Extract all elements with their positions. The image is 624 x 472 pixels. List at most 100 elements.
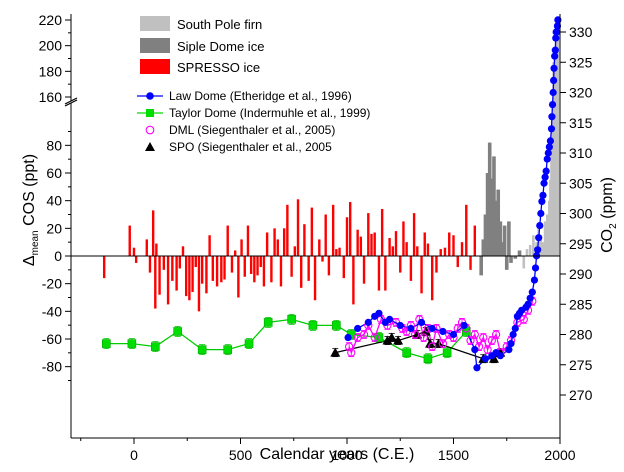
- spresso-bar: [460, 242, 464, 256]
- siple-dome-bar: [509, 256, 513, 263]
- y-left-tick-label: -40: [42, 303, 62, 319]
- spresso-bar: [300, 256, 303, 288]
- siple-dome-bar: [494, 200, 498, 256]
- law-dome-point: [534, 246, 542, 254]
- spresso-bar: [128, 225, 131, 256]
- taylor-dome-point: [374, 333, 384, 342]
- taylor-dome-point: [244, 339, 254, 348]
- y-right-tick-label: 325: [569, 54, 593, 70]
- y-left-tick-label: -80: [42, 359, 62, 375]
- dml-point: [519, 315, 528, 324]
- law-dome-point: [546, 137, 555, 145]
- law-dome-point: [364, 318, 372, 326]
- law-dome-point: [509, 330, 517, 339]
- spresso-bar: [286, 204, 289, 256]
- spresso-bar: [276, 239, 279, 256]
- spresso-bar: [270, 256, 273, 283]
- spresso-bar: [443, 247, 447, 256]
- law-dome-point: [407, 324, 415, 333]
- y-right-tick-label: 285: [569, 296, 593, 312]
- law-dome-point: [548, 101, 557, 109]
- spresso-bar: [412, 213, 416, 256]
- spresso-bar: [293, 246, 297, 256]
- legend-bar-label: SPRESSO ice: [177, 60, 260, 75]
- spresso-bar: [230, 256, 234, 273]
- law-dome-point: [551, 46, 559, 54]
- law-dome-point: [536, 222, 544, 230]
- spresso-bar: [448, 232, 451, 256]
- law-dome-point: [544, 149, 552, 157]
- spresso-bar: [240, 239, 243, 256]
- south-pole-firn-bar: [532, 235, 535, 256]
- siple-dome-bar: [485, 173, 490, 256]
- siple-dome-bar: [498, 221, 503, 256]
- siple-dome-bar: [513, 256, 518, 259]
- spresso-bar: [345, 217, 349, 256]
- spresso-bar: [377, 256, 381, 291]
- south-pole-firn-bar: [528, 244, 532, 256]
- legend-marker-spo: [145, 142, 155, 151]
- dml-point: [470, 330, 479, 339]
- taylor-dome-point: [263, 318, 273, 327]
- dml-point: [411, 330, 420, 339]
- spresso-bar: [246, 225, 250, 256]
- dml-point: [487, 336, 496, 345]
- spresso-bar: [452, 235, 455, 256]
- legend-bar-swatch: [140, 16, 170, 31]
- y-axis-left-title: Δmean COS (ppt): [21, 154, 41, 266]
- law-dome-point: [528, 288, 536, 296]
- y-left-upper-tick-label: 220: [39, 12, 63, 28]
- law-dome-point: [344, 333, 352, 342]
- spresso-bar: [370, 233, 373, 256]
- law-dome-point: [439, 327, 447, 336]
- spresso-bar: [388, 238, 391, 256]
- spresso-bar: [256, 256, 259, 276]
- y-axis-right-title: CO2 (ppm): [599, 177, 619, 253]
- taylor-dome-point: [223, 345, 233, 354]
- law-dome-point: [449, 330, 458, 339]
- siple-dome-bar: [502, 225, 507, 256]
- law-dome-point: [530, 276, 539, 284]
- siple-dome-bar: [479, 256, 483, 276]
- spresso-bar: [273, 228, 276, 256]
- spresso-bar: [290, 256, 293, 277]
- law-dome-point: [550, 76, 558, 84]
- law-dome-point: [542, 167, 550, 175]
- spresso-bar: [362, 256, 366, 284]
- siple-dome-bar: [500, 242, 505, 256]
- spo-point: [393, 335, 404, 345]
- taylor-dome-point: [423, 354, 433, 364]
- spresso-bar: [200, 256, 204, 284]
- dml-point: [466, 336, 475, 345]
- spresso-bar: [154, 256, 157, 309]
- spresso-bar: [249, 256, 253, 274]
- spresso-bar: [151, 210, 155, 256]
- spresso-bar: [253, 256, 256, 283]
- y-right-tick-label: 270: [569, 387, 593, 403]
- y-left-tick-label: 60: [46, 165, 62, 181]
- spresso-bar: [134, 256, 138, 263]
- taylor-dome-point: [173, 327, 182, 336]
- spresso-bar: [233, 250, 237, 256]
- siple-dome-bar: [481, 239, 486, 256]
- spresso-bar: [197, 256, 201, 312]
- law-dome-point: [552, 34, 560, 42]
- legend-marker-law-dome: [146, 92, 154, 100]
- spresso-bar: [181, 246, 185, 256]
- spresso-bar: [205, 256, 208, 294]
- y-right-tick-label: 310: [569, 145, 593, 161]
- dml-point: [419, 333, 428, 342]
- taylor-dome-point: [332, 321, 341, 330]
- spresso-bar: [307, 256, 310, 281]
- law-dome-point: [537, 209, 545, 218]
- dml-point: [483, 345, 492, 354]
- law-dome-point: [531, 264, 540, 272]
- law-dome-point: [471, 346, 479, 354]
- taylor-dome-point: [151, 342, 160, 351]
- law-dome-point: [548, 113, 556, 121]
- spresso-bar: [184, 256, 188, 297]
- x-tick-label: 2000: [544, 447, 575, 463]
- spresso-bar: [420, 256, 423, 294]
- y-left-tick-label: 40: [46, 193, 62, 209]
